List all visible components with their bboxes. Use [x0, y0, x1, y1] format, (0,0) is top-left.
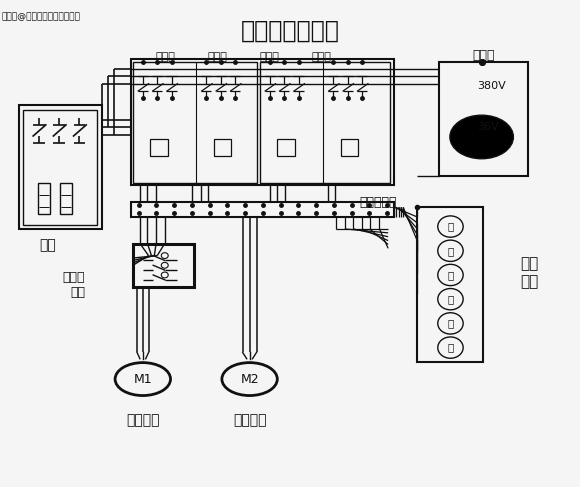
Text: 闸刀: 闸刀	[39, 239, 56, 253]
Bar	[131, 202, 394, 217]
Text: M2: M2	[240, 373, 259, 386]
Text: 搜狐号@北京捆鑫国际重工机械: 搜狐号@北京捆鑫国际重工机械	[1, 12, 80, 21]
Bar	[131, 59, 394, 186]
Text: 下: 下	[447, 294, 454, 304]
Text: 右: 右	[447, 343, 454, 353]
Text: 接线端子排: 接线端子排	[359, 196, 397, 209]
Text: 接触器: 接触器	[312, 52, 332, 62]
Bar	[133, 244, 194, 287]
Bar	[133, 62, 257, 183]
Text: 行走电机: 行走电机	[233, 413, 266, 427]
Text: 操作
手柄: 操作 手柄	[520, 256, 539, 289]
Ellipse shape	[450, 115, 513, 159]
Bar	[277, 139, 295, 156]
Bar	[150, 139, 168, 156]
Text: 绿: 绿	[447, 222, 454, 231]
Bar	[38, 183, 50, 214]
Text: 升降电机: 升降电机	[126, 413, 160, 427]
Text: 变压器: 变压器	[472, 49, 495, 62]
Bar	[214, 139, 231, 156]
Text: 380V: 380V	[477, 81, 506, 91]
Bar	[260, 62, 390, 183]
Text: 电动葫芦接线图: 电动葫芦接线图	[241, 19, 339, 42]
Bar	[19, 106, 103, 229]
Text: 红: 红	[447, 246, 454, 256]
Text: 36V: 36V	[477, 122, 499, 132]
Bar	[23, 110, 97, 225]
Text: 接触器: 接触器	[260, 52, 280, 62]
Text: 断火限
位器: 断火限 位器	[63, 271, 85, 299]
Bar	[341, 139, 358, 156]
Text: 接触器: 接触器	[208, 52, 228, 62]
Text: M1: M1	[133, 373, 152, 386]
Bar	[439, 62, 528, 176]
Text: 上: 上	[447, 270, 454, 280]
Bar	[417, 207, 483, 362]
Text: 接触器: 接触器	[156, 52, 176, 62]
Text: 左: 左	[447, 318, 454, 328]
Bar	[60, 183, 72, 214]
